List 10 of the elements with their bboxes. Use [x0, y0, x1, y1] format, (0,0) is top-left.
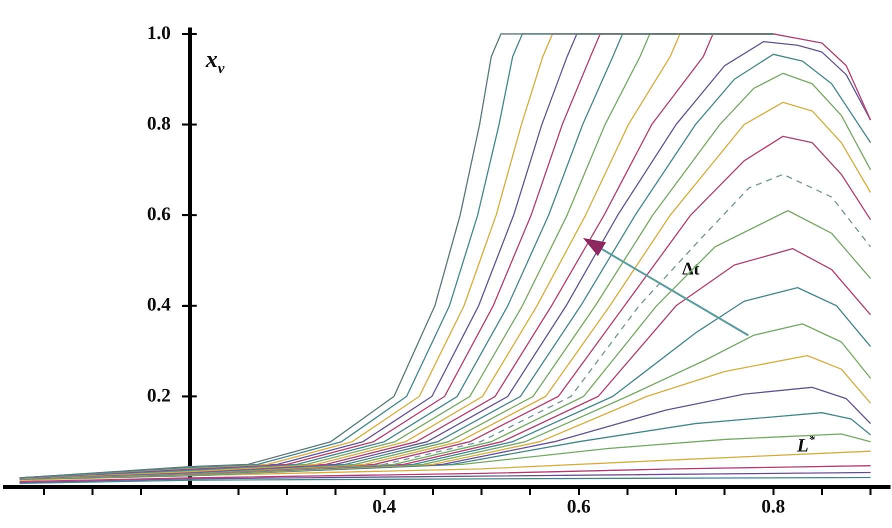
- annotation: L*: [796, 432, 816, 457]
- x-tick-label: 0.6: [566, 496, 591, 518]
- y-tick-label: 0.2: [147, 385, 190, 406]
- y-tick-label: 1.0: [147, 22, 190, 44]
- y-axis-title: x$_{ν}$: [206, 47, 224, 78]
- y-tick-label: 0.4: [147, 294, 190, 316]
- y-tick-label: 0.6: [147, 204, 190, 226]
- x-tick-label: 0.8: [761, 496, 786, 518]
- x-tick-label: 0.4: [372, 496, 397, 518]
- y-tick-label: 0.8: [147, 113, 190, 134]
